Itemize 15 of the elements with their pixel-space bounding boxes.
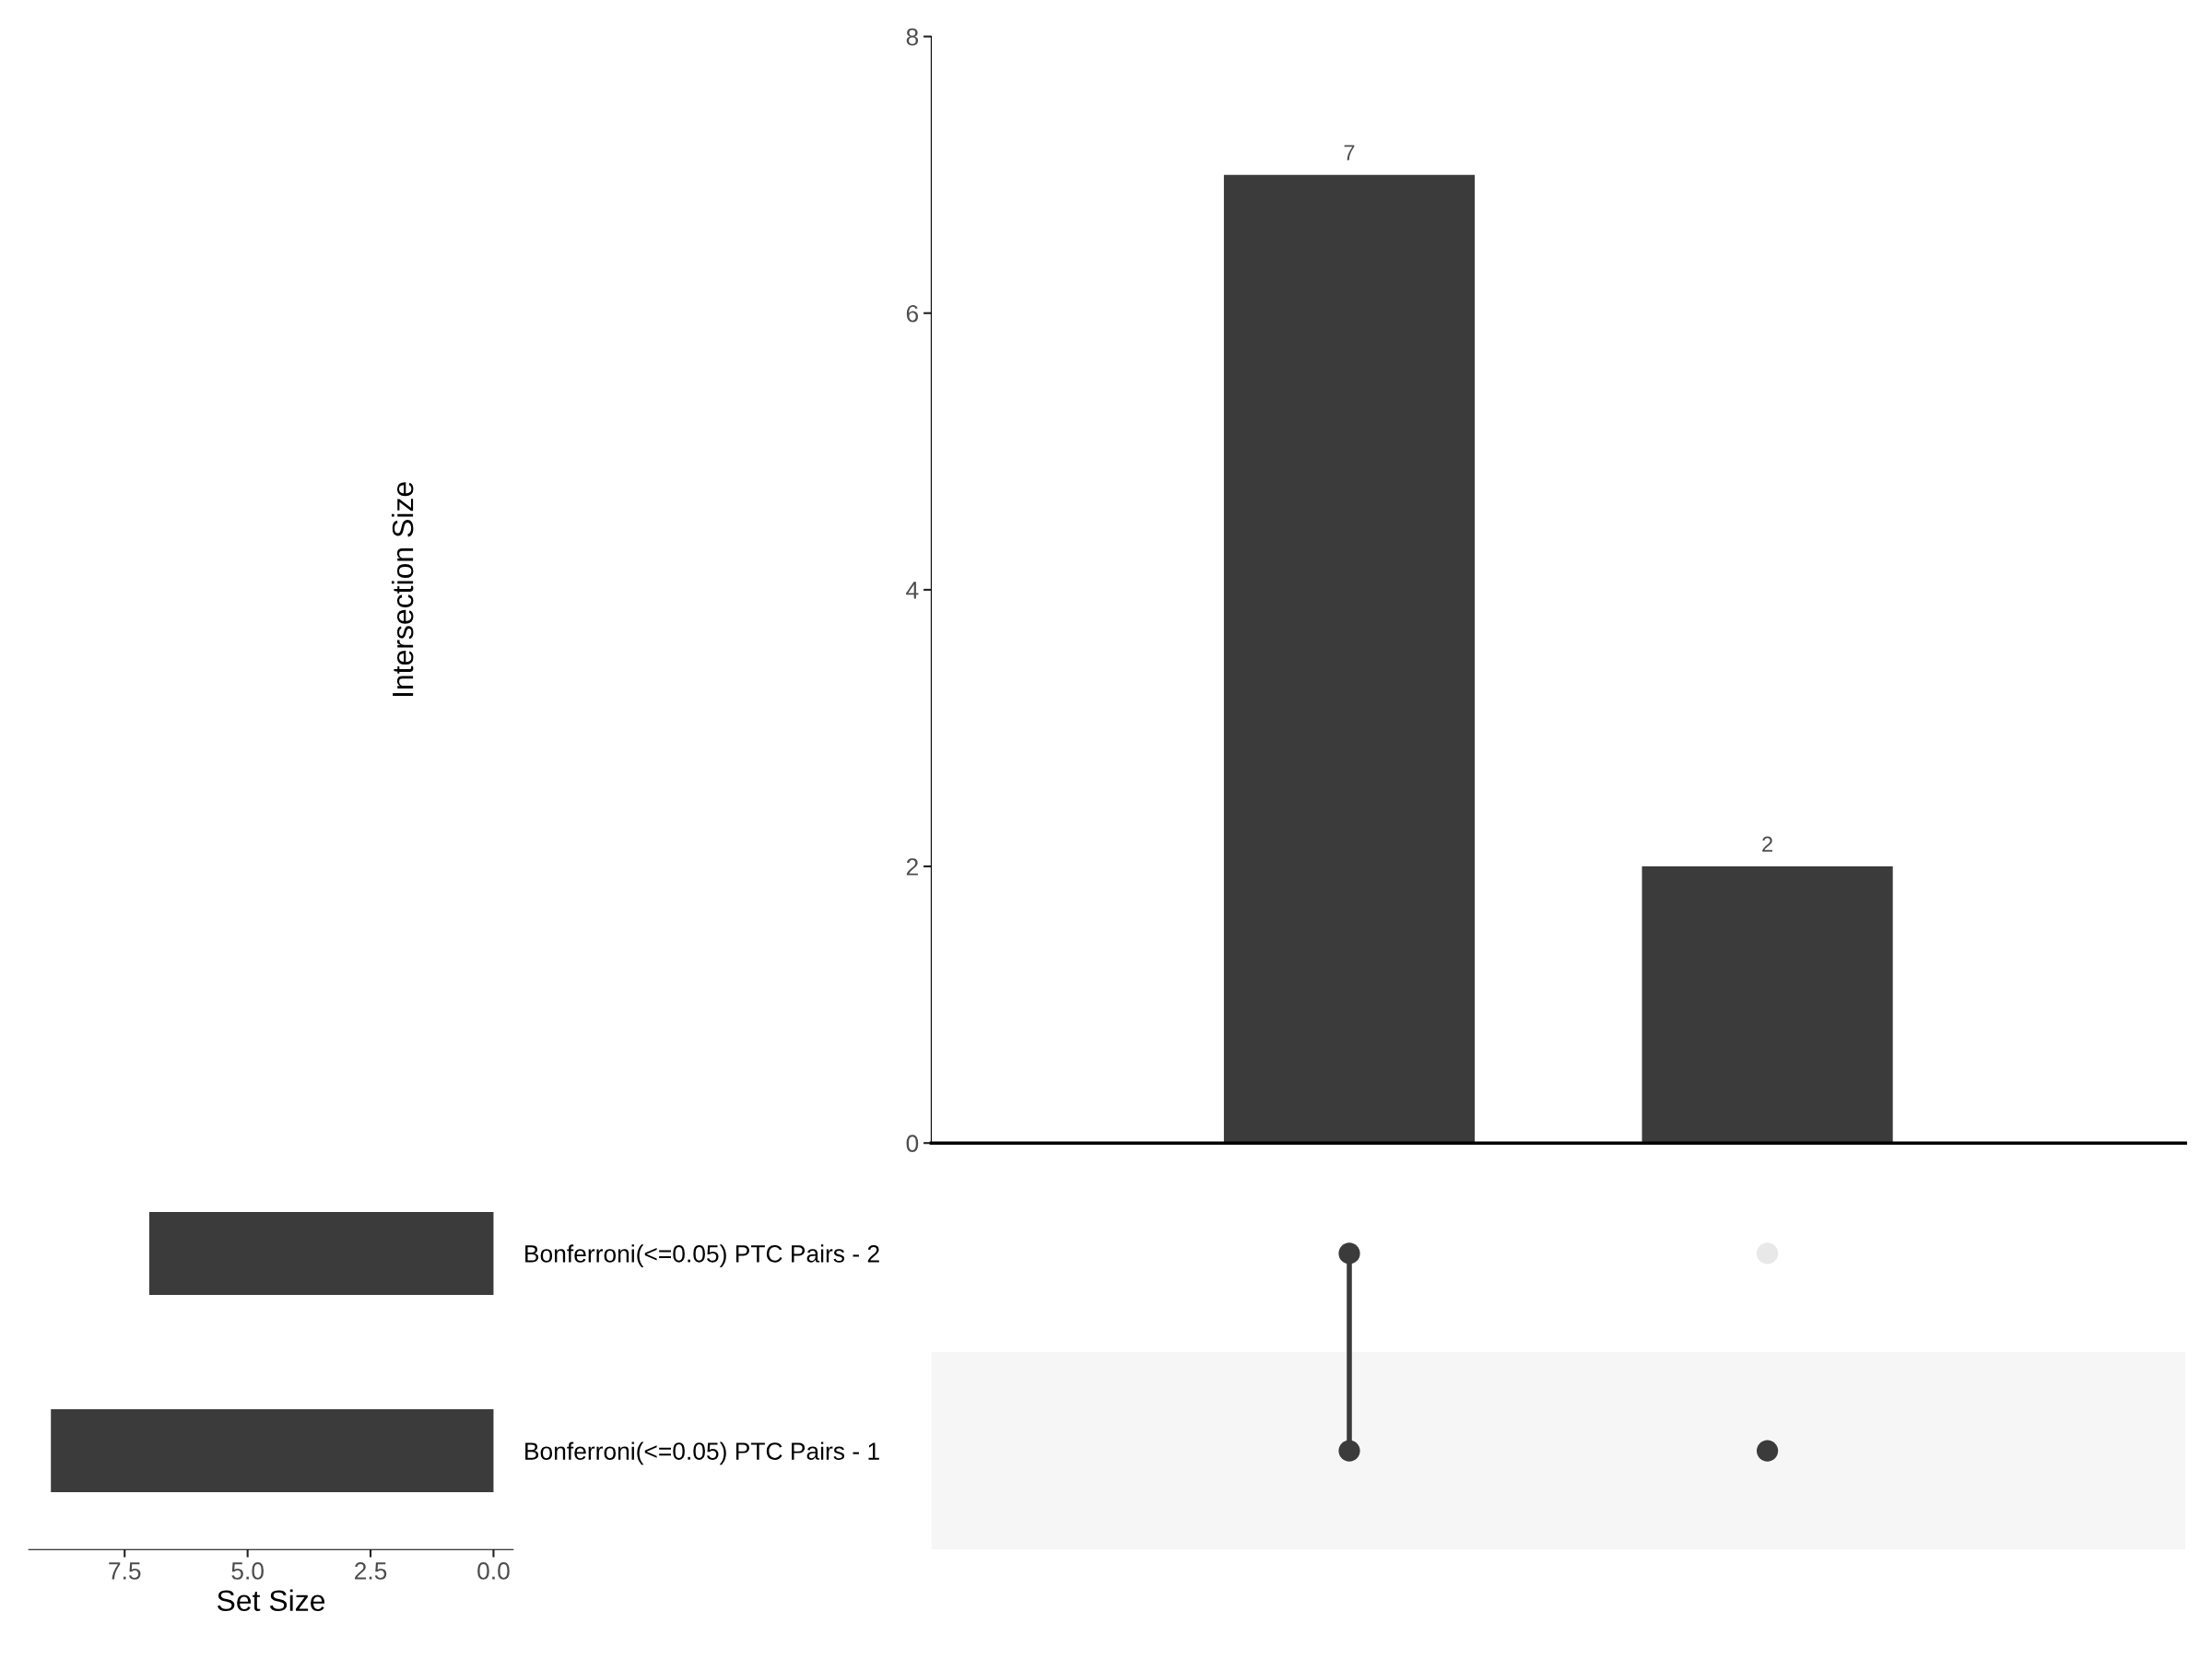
x-tick-label: 2.5 [355,1562,387,1580]
data-label: 7 [1344,145,1355,160]
x-tick-label: 7.5 [109,1562,141,1580]
y-tick-label: 6 [906,304,919,323]
y-tick-label: 2 [906,858,918,876]
y-tick-label: Bonferroni(<=0.05) PTC Pairs - 2 [525,1244,879,1267]
x-tick-label: 5.0 [231,1562,264,1580]
x-axis-title: Set Size [217,1589,325,1612]
y-tick-label: 4 [906,582,919,599]
x-tick-label: 0.0 [477,1562,510,1580]
y-tick-label: 8 [906,28,919,46]
y-axis-title: Intersection Size [391,482,414,697]
data-label: 2 [1762,836,1772,853]
y-tick-label: 0 [906,1135,919,1153]
y-tick-label: Bonferroni(<=0.05) PTC Pairs - 1 [525,1441,879,1465]
